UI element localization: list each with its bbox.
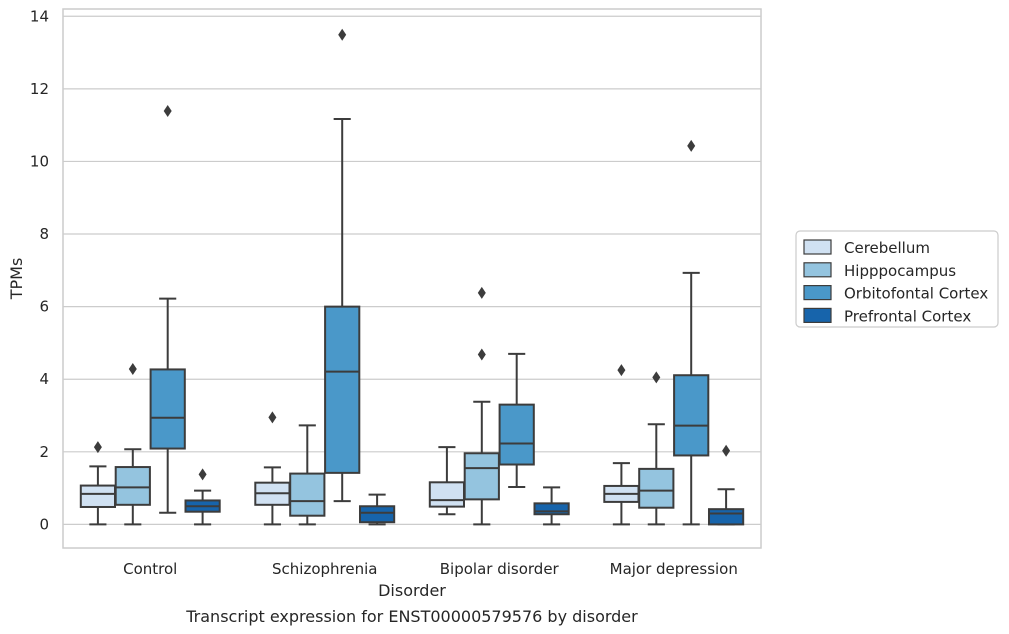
outlier-point: [268, 411, 277, 424]
box-orbitofontal-cortex: [498, 352, 535, 489]
x-axis-label: Disorder: [378, 581, 446, 600]
box-hipppocampus: [638, 371, 675, 526]
iqr-box: [533, 502, 570, 516]
box-prefrontal-cortex: [707, 444, 745, 526]
box-hipppocampus: [463, 286, 500, 526]
iqr-box: [673, 374, 710, 457]
x-tick-label: Major depression: [610, 560, 738, 578]
box-cerebellum: [79, 441, 117, 526]
box-cerebellum: [254, 411, 291, 526]
box-orbitofontal-cortex: [673, 139, 710, 526]
box-prefrontal-cortex: [358, 493, 396, 526]
box-cerebellum: [428, 446, 466, 516]
y-tick-label: 2: [39, 443, 49, 461]
box-orbitofontal-cortex: [149, 104, 186, 514]
iqr-box: [149, 368, 186, 450]
iqr-box: [324, 305, 361, 474]
plot-frame: [62, 8, 762, 549]
outlier-point: [477, 348, 486, 361]
legend-frame: [795, 230, 999, 328]
outlier-point: [93, 441, 102, 454]
box-orbitofontal-cortex: [324, 28, 361, 503]
outlier-point: [198, 468, 207, 481]
box-prefrontal-cortex: [533, 486, 570, 526]
legend-swatch: [803, 307, 832, 323]
legend-label: Hipppocampus: [844, 262, 956, 280]
y-tick-label: 6: [39, 298, 49, 316]
y-tick-label: 8: [39, 225, 49, 243]
legend: Cerebellum Hipppocampus Orbitofontal Corte…: [795, 230, 999, 328]
box-prefrontal-cortex: [184, 468, 221, 526]
chart-caption: Transcript expression for ENST0000057957…: [185, 607, 638, 626]
legend-swatch: [803, 239, 832, 255]
y-tick-label: 10: [30, 152, 49, 170]
outlier-point: [652, 371, 661, 384]
box-cerebellum: [603, 364, 640, 526]
outlier-point: [722, 444, 731, 457]
y-tick-label: 4: [39, 370, 49, 388]
iqr-box: [638, 467, 675, 509]
legend-label: Cerebellum: [844, 239, 930, 257]
legend-swatch: [803, 262, 832, 278]
y-tick-label: 14: [30, 7, 49, 25]
legend-swatch: [803, 285, 832, 301]
box-hipppocampus: [289, 424, 326, 526]
iqr-box: [707, 508, 745, 526]
outlier-point: [163, 104, 172, 117]
outlier-point: [477, 286, 486, 299]
box-hipppocampus: [114, 363, 151, 526]
legend-label: Prefrontal Cortex: [844, 307, 971, 325]
x-tick-label: Bipolar disorder: [440, 560, 560, 578]
iqr-box: [498, 403, 535, 466]
x-axis-ticks: Control Schizophrenia Bipolar disorder Majo…: [123, 560, 738, 578]
outlier-point: [128, 363, 137, 376]
outlier-point: [687, 139, 696, 152]
iqr-box: [289, 472, 326, 517]
y-axis-label: TPMs: [7, 258, 26, 301]
iqr-box: [114, 466, 151, 506]
y-tick-label: 12: [30, 80, 49, 98]
outlier-point: [338, 28, 347, 41]
iqr-box: [79, 484, 117, 508]
legend-label: Orbitofontal Cortex: [844, 285, 988, 303]
iqr-box: [463, 452, 500, 501]
iqr-box: [428, 481, 466, 508]
outlier-point: [617, 364, 626, 377]
y-tick-label: 0: [39, 515, 49, 533]
iqr-box: [358, 505, 396, 524]
x-tick-label: Schizophrenia: [272, 560, 377, 578]
y-axis-ticks: 0 2 4 6 8 10 12 14: [30, 7, 49, 533]
box-plot-series: [79, 28, 745, 526]
x-tick-label: Control: [123, 560, 177, 578]
